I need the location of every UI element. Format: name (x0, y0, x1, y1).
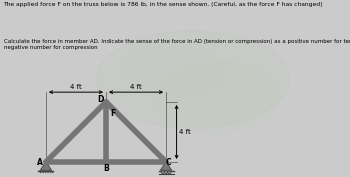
Circle shape (161, 171, 164, 174)
Text: B: B (103, 164, 109, 173)
Text: 4 ft: 4 ft (130, 84, 142, 90)
Ellipse shape (122, 44, 228, 97)
Text: Calculate the force in member AD. Indicate the sense of the force in AD (tension: Calculate the force in member AD. Indica… (4, 39, 350, 50)
Text: The applied force F on the truss below is 786 lb, in the sense shown. (Careful, : The applied force F on the truss below i… (4, 2, 323, 7)
Ellipse shape (96, 31, 289, 128)
Circle shape (168, 171, 171, 174)
Text: 4 ft: 4 ft (179, 129, 191, 135)
Circle shape (164, 171, 168, 174)
Text: 4 ft: 4 ft (70, 84, 82, 90)
Ellipse shape (156, 62, 278, 133)
Text: D: D (97, 95, 103, 104)
Text: F: F (111, 109, 116, 118)
Text: A: A (37, 158, 43, 167)
Text: C: C (166, 158, 171, 167)
Polygon shape (160, 162, 172, 170)
Polygon shape (40, 162, 52, 170)
